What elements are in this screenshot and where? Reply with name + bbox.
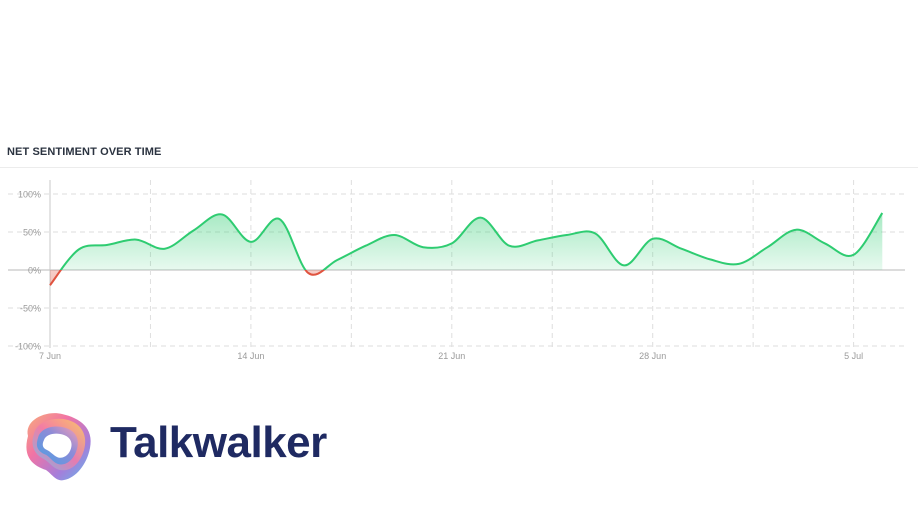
data-point [105,243,109,247]
y-tick-label: 50% [23,228,41,238]
data-point [450,241,454,245]
positive-area [50,213,883,270]
title-divider [0,167,918,168]
data-point [392,233,396,237]
y-tick-label: -100% [15,342,41,352]
data-point [306,271,310,275]
data-point [708,257,712,261]
data-point [278,217,282,221]
data-point [249,240,253,244]
data-point [364,244,368,248]
data-point [794,228,798,232]
data-point [536,238,540,242]
brand-block: Talkwalker [16,408,356,490]
data-point [679,247,683,251]
data-point [48,283,52,287]
data-point [421,245,425,249]
talkwalker-logo-icon [26,413,91,481]
data-point [192,228,196,232]
data-point [651,237,655,241]
brand-name: Talkwalker [110,418,327,467]
y-tick-label: -50% [20,304,41,314]
data-point [479,216,483,220]
data-point [766,245,770,249]
x-tick-label: 7 Jun [39,351,61,361]
data-point [134,238,138,242]
chart-title: NET SENTIMENT OVER TIME [7,146,162,158]
sentiment-line-positive [59,212,884,270]
x-tick-label: 28 Jun [639,351,666,361]
data-point [77,247,81,251]
data-point [335,258,339,262]
x-tick-label: 14 Jun [237,351,264,361]
x-tick-label: 5 Jul [844,351,863,361]
net-sentiment-chart: 100% 50% 0% -50% -100%7 Jun 14 Jun 21 Jun 28 Ju… [8,180,905,361]
y-tick-label: 100% [18,190,41,200]
y-tick-label: 0% [28,266,41,276]
x-tick-label: 21 Jun [438,351,465,361]
data-point [507,244,511,248]
data-point [565,233,569,237]
data-point [163,247,167,251]
data-point [220,213,224,217]
data-point [593,232,597,236]
data-point [737,262,741,266]
data-point [880,211,884,215]
data-point [823,241,827,245]
data-point [622,263,626,267]
data-point [852,253,856,257]
